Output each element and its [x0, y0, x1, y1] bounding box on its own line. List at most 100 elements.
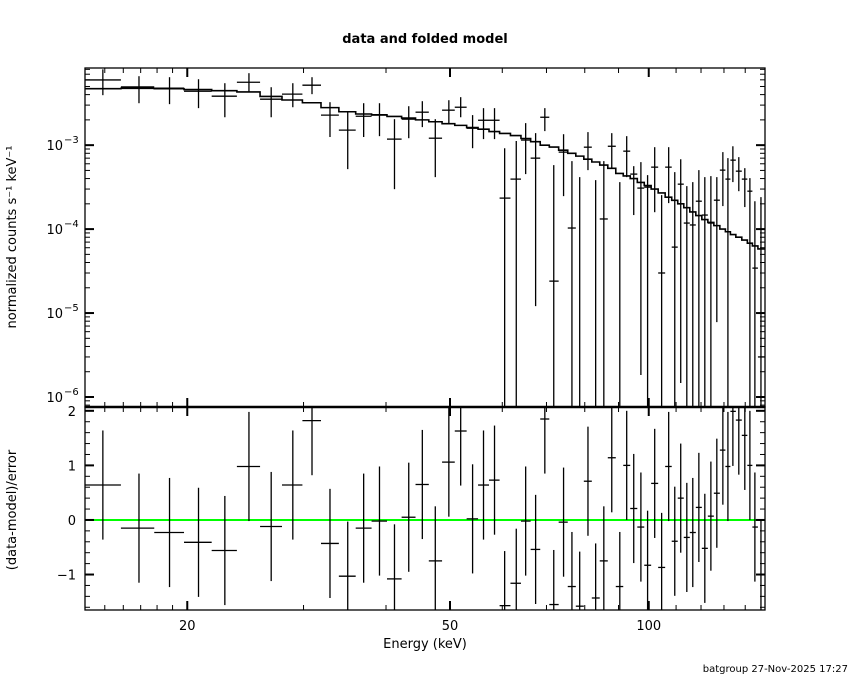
y-tick-base: 10 [46, 223, 63, 238]
data-point [735, 157, 742, 192]
residual-point [567, 531, 576, 610]
y-tick-label: −1 [57, 569, 76, 584]
residual-point [428, 506, 443, 610]
top-data [85, 69, 765, 407]
residual-point [713, 438, 720, 548]
data-point [677, 159, 684, 383]
residual-point [260, 471, 283, 582]
data-point [689, 182, 696, 407]
chart-title: data and folded model [342, 32, 508, 47]
residual-point [671, 486, 678, 596]
top-frame [84, 67, 766, 408]
data-point [338, 112, 356, 170]
residual-point [302, 407, 321, 476]
x-tick-label: 20 [179, 619, 196, 634]
residual-point [575, 551, 584, 610]
residual-point [637, 472, 645, 582]
data-point [540, 108, 550, 132]
data-point [630, 166, 638, 216]
residual-point [644, 510, 652, 610]
residual-point [371, 466, 387, 576]
data-point [658, 195, 666, 407]
x-tick-label: 50 [442, 619, 459, 634]
data-point [320, 102, 339, 138]
data-point [530, 133, 541, 307]
data-point [386, 119, 402, 190]
data-point [415, 101, 429, 128]
y-tick-exponent: −6 [64, 387, 79, 398]
residual-point [615, 531, 624, 610]
residual-point [338, 521, 356, 610]
residual-point [236, 411, 261, 522]
data-point [85, 69, 121, 96]
data-point [607, 133, 616, 169]
residual-point [599, 506, 608, 610]
residual-point [730, 407, 736, 466]
residual-point [583, 426, 592, 536]
bottom-y-axis-label: (data-model)/error [5, 449, 20, 570]
residual-point [478, 430, 490, 540]
data-point [665, 147, 672, 204]
residual-point [401, 462, 416, 572]
residual-point [530, 494, 541, 604]
data-point [282, 83, 303, 108]
residual-point [701, 493, 708, 603]
y-tick-exponent: −4 [64, 219, 79, 230]
data-point [725, 158, 731, 407]
residual-point [415, 429, 429, 540]
data-point [499, 148, 511, 407]
residual-point [184, 487, 212, 597]
y-tick-label: 10 [46, 391, 63, 406]
y-tick-label: 10 [46, 139, 63, 154]
residual-point [154, 477, 185, 588]
data-point [211, 83, 237, 118]
data-point [428, 119, 443, 178]
y-tick-label: 1 [68, 459, 76, 474]
residual-point [695, 452, 702, 562]
footer-stamp: batgroup 27-Nov-2025 17:27 [703, 664, 848, 675]
data-point [236, 73, 261, 93]
data-point [583, 132, 592, 171]
data-point [520, 123, 531, 175]
residual-point [85, 430, 121, 540]
data-point [671, 172, 678, 407]
residual-point [355, 473, 372, 583]
residual-point [520, 466, 531, 576]
top-panel: 10−310−410−510−6 [46, 67, 766, 409]
residual-point [120, 473, 155, 583]
residual-point [665, 411, 672, 522]
bottom-frame [84, 406, 766, 611]
data-point [623, 136, 631, 178]
data-point [595, 180, 597, 407]
data-point [747, 178, 753, 407]
residual-point [677, 443, 684, 553]
data-point [579, 177, 581, 407]
residual-panel: 20 50 100 2 1 0 −1 [57, 68, 766, 634]
residual-point [591, 543, 600, 610]
model-curve [85, 87, 765, 250]
residual-point [442, 407, 455, 517]
data-point [707, 176, 714, 407]
residual-point [320, 488, 339, 598]
data-point [489, 108, 500, 140]
y-tick-label: 10 [46, 307, 63, 322]
data-point [184, 79, 212, 109]
residual-point [630, 453, 638, 564]
data-point [355, 103, 372, 138]
data-point [701, 177, 708, 407]
data-point [644, 175, 652, 407]
residual-point [510, 528, 521, 610]
residual-point [211, 495, 237, 606]
data-point [260, 87, 283, 118]
data-point [599, 161, 608, 407]
x-axis-label: Energy (keV) [383, 637, 467, 652]
data-point [651, 147, 659, 213]
residual-point [719, 407, 726, 505]
residual-point [752, 472, 758, 582]
x-tick-label: 100 [636, 619, 661, 634]
residual-point [683, 482, 690, 592]
y-tick-label: 2 [68, 405, 76, 420]
data-point [730, 146, 736, 183]
residual-point [707, 461, 714, 571]
residual-point [466, 464, 479, 574]
